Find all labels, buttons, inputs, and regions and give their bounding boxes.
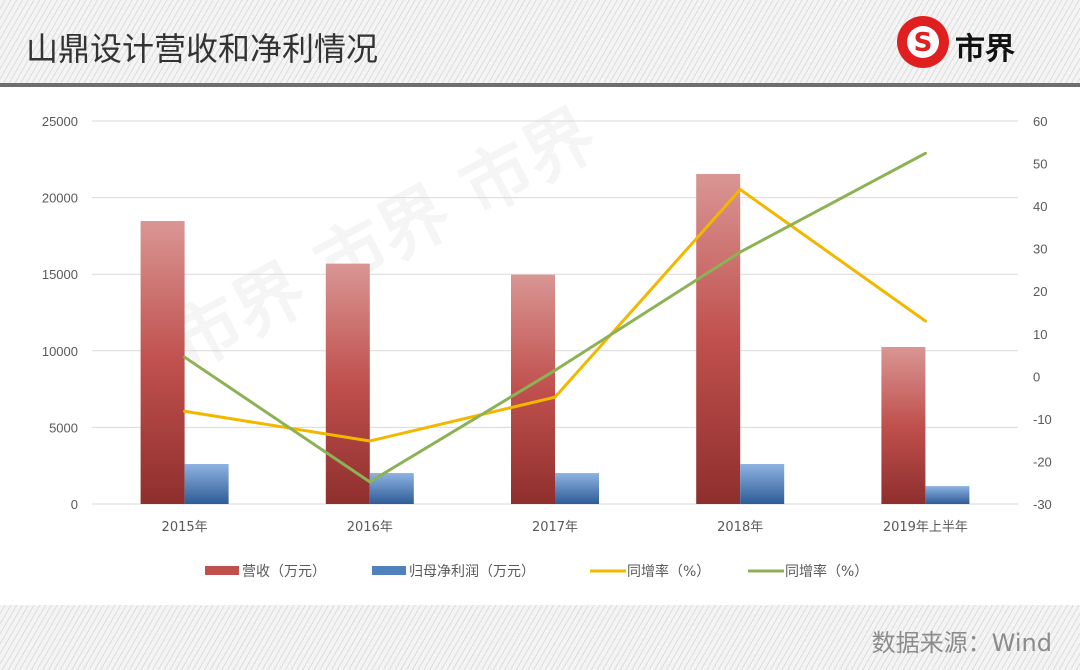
revenue-bar: [325, 263, 370, 504]
brand-logo: S 市界: [895, 14, 1045, 70]
legend-swatch: [372, 566, 406, 575]
yoy-point: [183, 409, 187, 413]
yoy-point: [923, 319, 927, 323]
yoy-point: [368, 480, 372, 484]
y-right-tick-label: 30: [1033, 242, 1047, 257]
y-right-tick-label: 0: [1033, 369, 1040, 384]
y-right-tick-label: -30: [1033, 497, 1052, 512]
legend-swatch: [205, 566, 239, 575]
y-right-tick-label: 40: [1033, 199, 1047, 214]
net-profit-bar: [184, 464, 229, 504]
x-tick-label: 2018年: [717, 520, 763, 535]
revenue-bar: [696, 174, 741, 504]
footer-banner: 数据来源：Wind: [0, 605, 1080, 670]
page-title: 山鼎设计营收和净利情况: [26, 30, 379, 68]
yoy-point: [183, 355, 187, 359]
y-left-tick-label: 10000: [42, 344, 78, 359]
y-left-tick-label: 5000: [49, 420, 78, 435]
logo-text: 市界: [955, 32, 1015, 67]
y-left-tick-label: 0: [71, 497, 78, 512]
header-divider: [0, 83, 1080, 87]
net-profit-bar: [555, 473, 599, 504]
legend-label: 营收（万元）: [242, 564, 326, 580]
y-right-tick-label: 50: [1033, 157, 1047, 172]
header-banner: 山鼎设计营收和净利情况 S 市界: [0, 0, 1080, 83]
net-profit-bar: [740, 464, 785, 504]
logo-icon: S: [897, 16, 949, 68]
svg-text:S: S: [914, 28, 933, 58]
y-right-tick-label: -20: [1033, 454, 1052, 469]
data-source: 数据来源：Wind: [871, 629, 1052, 657]
yoy-point: [923, 151, 927, 155]
revenue-bar: [881, 346, 926, 504]
yoy-point: [553, 395, 557, 399]
y-right-tick-label: 60: [1033, 114, 1047, 129]
legend-label: 同增率（%）: [627, 563, 710, 580]
x-tick-label: 2015年: [162, 520, 208, 535]
revenue-bar: [511, 274, 555, 504]
legend-label: 同增率（%）: [785, 563, 868, 580]
legend-label: 归母净利润（万元）: [409, 563, 535, 580]
y-left-tick-label: 25000: [42, 114, 78, 129]
y-right-tick-label: 10: [1033, 327, 1047, 342]
y-left-tick-label: 15000: [42, 267, 78, 282]
yoy-point: [738, 250, 742, 254]
y-right-tick-label: 20: [1033, 284, 1047, 299]
revenue-bar: [140, 221, 185, 504]
combo-chart: 0 5000 10000 15000 20000 25000 -30 -20 -10 0 10 20 3…: [42, 114, 1052, 580]
yoy-point: [738, 188, 742, 192]
net-profit-bar: [925, 486, 970, 504]
y-left-tick-label: 20000: [42, 191, 78, 206]
y-right-tick-label: -10: [1033, 412, 1052, 427]
x-tick-label: 2017年: [532, 520, 578, 535]
x-tick-label: 2016年: [347, 520, 393, 535]
x-tick-label: 2019年上半年: [883, 520, 968, 535]
yoy-point: [553, 368, 557, 372]
yoy-point: [368, 439, 372, 443]
